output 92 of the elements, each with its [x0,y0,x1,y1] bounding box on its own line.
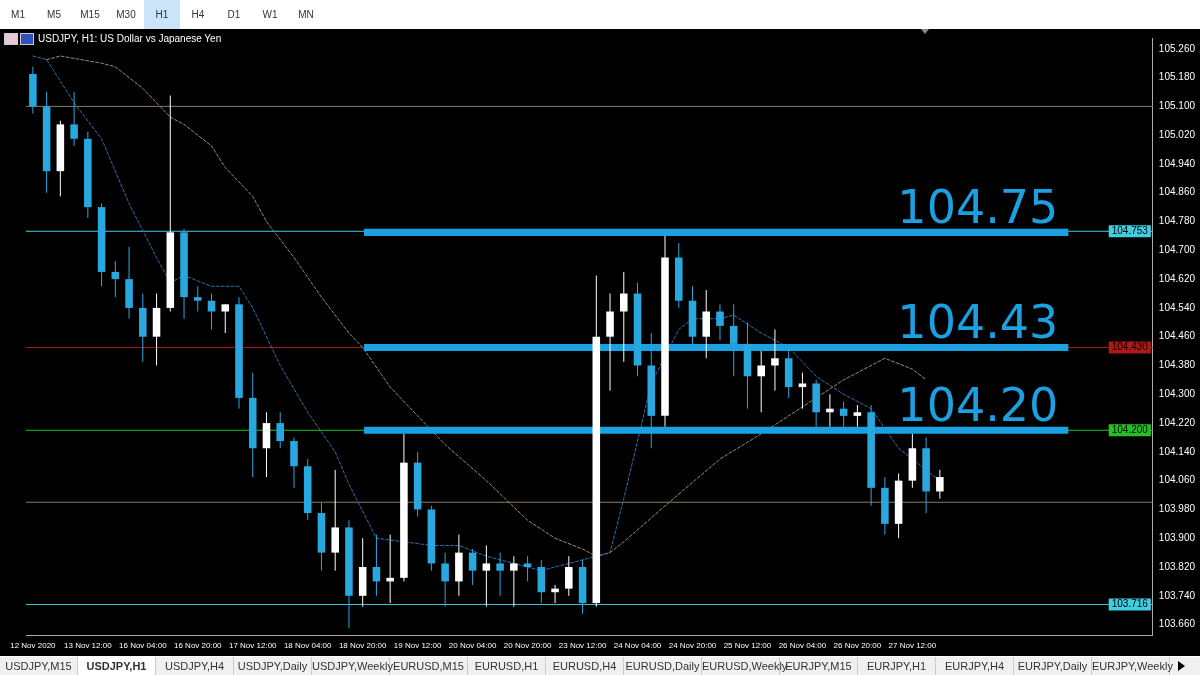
y-tick-label: 104.380 [1158,359,1196,371]
text: EURJPY,H1 [858,657,936,675]
y-tick-label: 104.220 [1158,416,1196,428]
x-tick-label: 20 Nov 04:00 [448,641,497,651]
candlestick [523,555,532,582]
text: M5 [46,8,62,22]
text: EURJPY,Weekly [1092,657,1173,675]
y-tick-label: 104.060 [1158,474,1196,486]
y-tick-label: 104.620 [1158,272,1196,284]
candlestick [496,552,504,597]
band-label: 104.20 [897,377,1059,432]
candlestick [798,372,807,410]
y-tick-label: 104.700 [1158,244,1196,256]
x-tick-label: 18 Nov 04:00 [283,641,333,651]
y-tick-label: 104.940 [1158,157,1196,169]
x-tick-label: 12 Nov 2020 [10,641,57,651]
text: H4 [190,8,206,22]
candlestick [620,271,628,363]
text: USDJPY,H4 [156,657,234,675]
text: EURJPY,H4 [936,657,1014,675]
text: USDJPY,M15 [0,657,78,675]
candlestick [468,548,477,586]
x-tick-label: 16 Nov 20:00 [173,641,223,651]
candlestick [207,293,216,330]
text: EURUSD,Weekly [702,659,788,674]
band-label: 104.75 [897,179,1059,234]
x-tick-label: 19 Nov 12:00 [393,641,442,651]
y-tick-label: 103.980 [1158,503,1196,515]
ref-line-label: 104.200 [1111,424,1149,436]
ref-line-label: 104.430 [1111,341,1149,353]
text: M1 [10,8,26,22]
text: USDJPY,Daily [234,657,312,675]
candlestick [221,303,230,334]
y-tick-label: 105.020 [1158,128,1196,140]
candlestick [276,411,285,449]
text: USDJPY,Weekly [312,657,393,675]
candlestick [853,404,862,428]
x-tick-label: 18 Nov 20:00 [338,641,388,651]
text: H1 [144,0,180,29]
candlestick [372,534,381,597]
y-tick-label: 104.860 [1158,186,1196,198]
text: M30 [115,8,137,22]
x-tick-label: 16 Nov 04:00 [119,641,168,651]
candlestick [936,469,944,500]
text: W1 [261,8,279,22]
x-tick-label: 26 Nov 04:00 [778,641,827,651]
text: USDJPY,H1 [78,657,156,675]
y-tick-label: 104.300 [1158,388,1196,400]
candlestick [716,303,724,341]
x-tick-label: 17 Nov 12:00 [228,641,278,651]
y-tick-label: 103.820 [1158,560,1196,572]
text: EURUSD,M15 [393,660,464,672]
y-tick-label: 104.140 [1158,445,1196,457]
ref-line-label: 103.716 [1111,598,1149,610]
x-tick-label: 23 Nov 12:00 [558,641,607,651]
text: D1 [226,8,242,22]
candlestick [565,555,573,597]
candlestick [441,552,449,608]
text: MN [297,8,315,22]
ref-line-label: 104.753 [1111,225,1149,237]
text: EURUSD,Daily [624,657,702,675]
x-tick-label: 24 Nov 04:00 [613,641,662,651]
x-tick-label: 25 Nov 12:00 [723,641,772,651]
candlestick [839,400,848,428]
x-tick-label: 26 Nov 20:00 [833,641,882,651]
chart-title: USDJPY, H1: US Dollar vs Japanese Yen [38,33,222,44]
candlestick [510,555,518,608]
candlestick [729,303,738,377]
y-tick-label: 104.780 [1158,215,1196,227]
text: EURUSD,H1 [468,657,546,675]
x-tick-label: 20 Nov 20:00 [503,641,552,651]
candlestick [194,285,202,313]
text: M15 [79,8,101,22]
y-tick-label: 103.740 [1158,589,1196,601]
y-tick-label: 105.260 [1158,42,1196,54]
candlestick [70,91,78,147]
y-tick-label: 103.900 [1158,531,1196,543]
band-label: 104.43 [897,294,1059,349]
candlestick [482,544,491,608]
y-tick-label: 104.460 [1158,330,1196,342]
y-tick-label: 105.180 [1158,71,1196,83]
candlestick [771,329,779,392]
text: EURJPY,Daily [1014,657,1092,675]
x-tick-label: 27 Nov 12:00 [888,641,937,651]
y-tick-label: 105.100 [1158,100,1196,112]
x-tick-label: 24 Nov 20:00 [668,641,717,651]
y-tick-label: 103.660 [1158,618,1196,630]
candlestick [757,350,765,413]
x-tick-label: 13 Nov 12:00 [64,641,113,651]
text: EURUSD,H4 [546,657,624,675]
y-tick-label: 104.540 [1158,301,1196,313]
candlestick [111,260,120,298]
